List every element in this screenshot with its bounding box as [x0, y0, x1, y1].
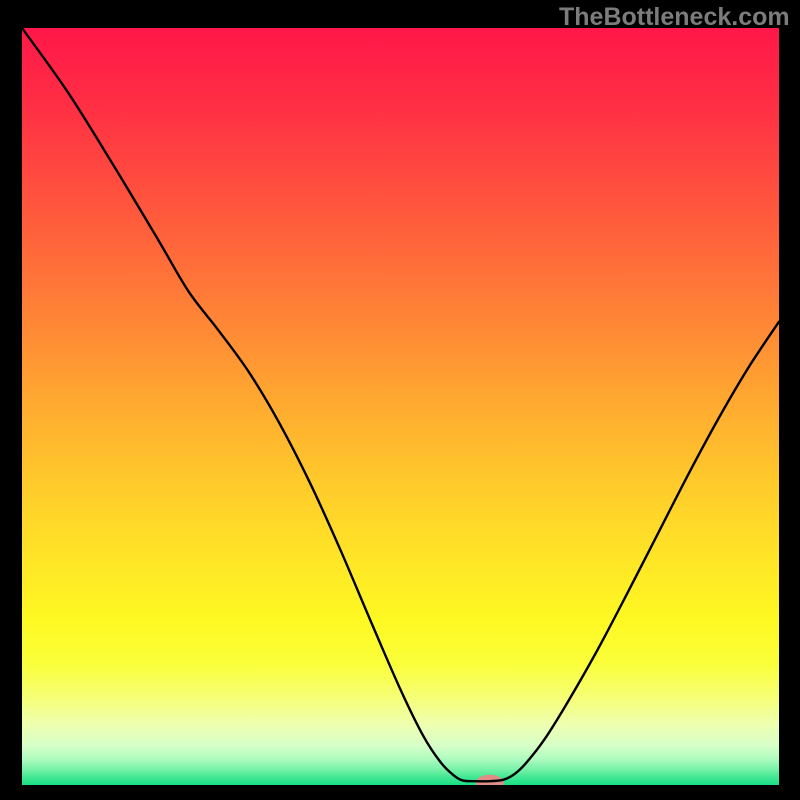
watermark-label: TheBottleneck.com [559, 3, 790, 32]
chart-background [22, 28, 779, 785]
chart-frame [22, 28, 779, 785]
bottleneck-chart [22, 28, 779, 785]
